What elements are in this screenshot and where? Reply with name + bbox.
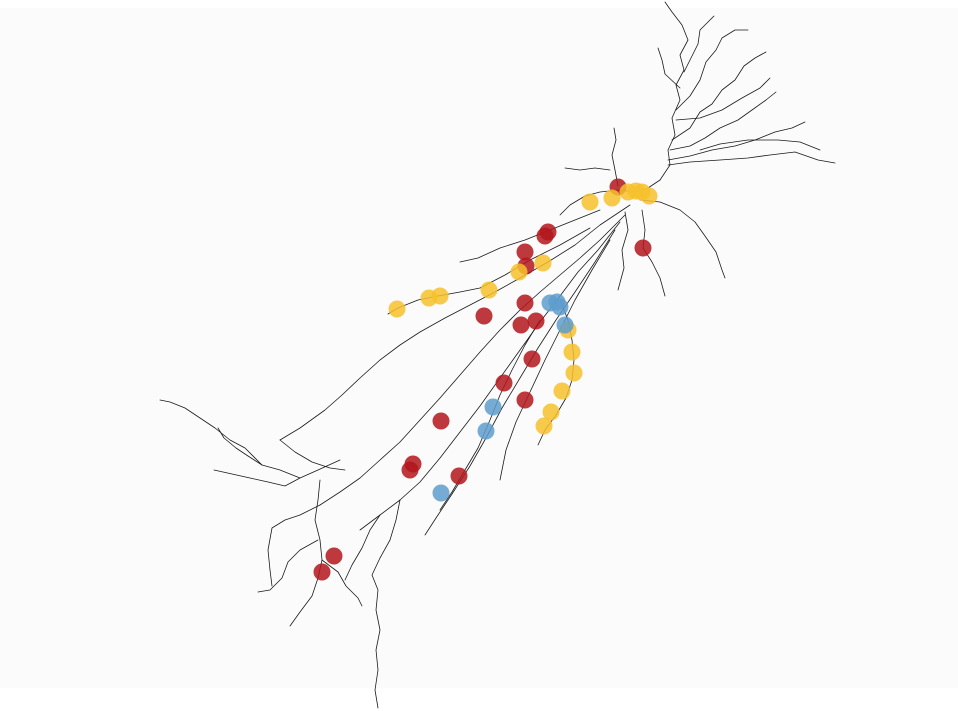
- yellow-synapse-marker: [563, 343, 581, 361]
- dendrite-branch: [675, 77, 771, 121]
- red-synapse-marker: [432, 412, 450, 430]
- dendrite-branch: [321, 559, 363, 607]
- yellow-synapse-marker: [553, 382, 571, 400]
- yellow-synapse-marker: [388, 300, 406, 318]
- dendrite-branch: [424, 229, 616, 536]
- dendrite-branch: [213, 469, 301, 487]
- dendrite-branch: [279, 439, 346, 471]
- red-synapse-marker: [536, 227, 554, 245]
- dendrite-branch: [657, 47, 681, 89]
- yellow-synapse-marker: [535, 417, 553, 435]
- dendrite-branch: [159, 399, 341, 479]
- dendrite-branch: [617, 211, 629, 291]
- dendrite-branch: [359, 221, 621, 531]
- red-synapse-marker: [516, 391, 534, 409]
- dendrite-branch: [699, 139, 821, 151]
- red-synapse-marker: [512, 316, 530, 334]
- dendrite-branch: [257, 539, 319, 593]
- dendrite-branch: [267, 504, 321, 587]
- yellow-synapse-marker: [603, 189, 621, 207]
- dendrite-tree: [159, 1, 836, 709]
- dendrite-branch: [611, 127, 619, 187]
- dendrite-branch: [667, 151, 836, 166]
- red-synapse-marker: [516, 243, 534, 261]
- dendrite-branch: [319, 214, 626, 506]
- dendrite-branch: [683, 15, 715, 73]
- red-synapse-marker: [516, 294, 534, 312]
- dendrite-branch: [639, 199, 726, 279]
- dendrite-branch: [217, 427, 263, 466]
- red-synapse-marker: [527, 312, 545, 330]
- red-synapse-marker: [475, 307, 493, 325]
- dendrite-branch: [499, 239, 611, 481]
- dendrite-branch: [387, 227, 591, 315]
- yellow-synapse-marker: [534, 254, 552, 272]
- dendrite-branch: [669, 91, 777, 151]
- yellow-synapse-marker: [480, 281, 498, 299]
- dendrite-branch: [659, 1, 689, 181]
- red-synapse-marker: [325, 547, 343, 565]
- yellow-synapse-marker: [420, 289, 438, 307]
- dendrite-branch: [439, 319, 541, 511]
- dendrite-branch: [371, 499, 401, 709]
- yellow-synapse-marker: [640, 187, 658, 205]
- blue-synapse-marker: [432, 484, 450, 502]
- red-synapse-marker: [450, 467, 468, 485]
- figure-background: [0, 8, 958, 688]
- blue-synapse-marker: [477, 422, 495, 440]
- blue-synapse-marker: [551, 298, 569, 316]
- blue-synapse-marker: [556, 316, 574, 334]
- yellow-synapse-marker: [510, 263, 528, 281]
- dendrite-branch: [289, 479, 323, 627]
- synapse-markers: [313, 178, 658, 581]
- dendrite-branch: [564, 167, 611, 171]
- dendrite-branch: [344, 514, 381, 581]
- dendrite-branch: [675, 29, 749, 111]
- yellow-synapse-marker: [542, 403, 560, 421]
- red-synapse-marker: [313, 563, 331, 581]
- dendrite-branch: [671, 51, 767, 141]
- red-synapse-marker: [495, 374, 513, 392]
- red-synapse-marker: [523, 350, 541, 368]
- red-synapse-marker: [634, 239, 652, 257]
- dendrite-branch: [667, 121, 806, 161]
- blue-synapse-marker: [484, 398, 502, 416]
- yellow-synapse-marker: [565, 364, 583, 382]
- yellow-synapse-marker: [581, 193, 599, 211]
- dendrite-branch: [459, 209, 601, 263]
- red-synapse-marker: [401, 461, 419, 479]
- dendrite-branch: [279, 204, 631, 441]
